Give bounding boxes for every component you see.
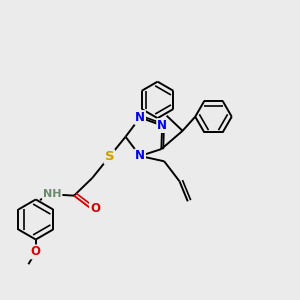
Text: N: N [157, 119, 167, 132]
Text: S: S [105, 150, 114, 163]
Text: N: N [135, 111, 145, 124]
Text: O: O [90, 202, 100, 214]
Text: O: O [31, 245, 41, 258]
Text: NH: NH [43, 190, 62, 200]
Text: N: N [135, 149, 145, 163]
